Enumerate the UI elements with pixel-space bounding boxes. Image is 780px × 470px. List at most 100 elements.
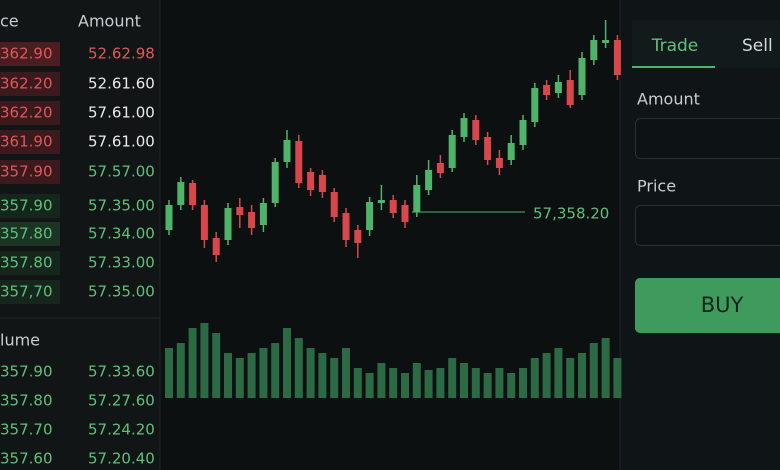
volume-bar <box>578 353 586 398</box>
volume-bar <box>436 368 445 398</box>
field-label: Price <box>637 177 676 196</box>
candle-body <box>189 183 197 205</box>
amount: 57.33.60 <box>88 363 155 381</box>
trade-tab[interactable]: Trade <box>651 36 699 56</box>
row-highlight <box>0 160 60 184</box>
candle-body <box>366 202 374 230</box>
price: 357.90 <box>0 363 53 381</box>
row-highlight <box>0 42 60 66</box>
row-highlight <box>0 101 60 125</box>
volume-bar <box>471 368 480 398</box>
volume-bar <box>389 368 398 398</box>
row-highlight <box>0 222 60 246</box>
candle-body <box>389 200 397 213</box>
volume-bar <box>566 358 575 398</box>
price-input[interactable] <box>635 205 780 246</box>
amount: 57.57.00 <box>88 163 155 181</box>
price: 362.20 <box>0 104 53 122</box>
candle-body <box>531 88 539 122</box>
price: 357.90 <box>0 197 53 215</box>
candle-body <box>295 141 303 183</box>
volume-bar <box>271 343 280 398</box>
candle-body <box>507 143 515 160</box>
row-highlight <box>0 251 60 275</box>
volume-bar <box>401 373 409 398</box>
amount: 57.20.40 <box>88 450 155 468</box>
buy-button[interactable] <box>635 278 780 333</box>
volume-bar <box>247 353 256 398</box>
volume-bar <box>613 358 622 398</box>
volume-bar <box>342 348 350 398</box>
volume-bar <box>259 348 268 398</box>
candle-body <box>484 137 492 160</box>
candle-body <box>401 205 409 222</box>
amount: 57.61.00 <box>88 104 155 122</box>
candle-body <box>271 162 279 203</box>
row-highlight <box>0 280 60 304</box>
volume-bar <box>283 328 291 398</box>
column-header: ce <box>0 12 19 31</box>
price: 362.20 <box>0 75 53 93</box>
candle-body <box>495 158 503 168</box>
amount: 57.34.00 <box>88 225 155 243</box>
price: 357.70 <box>0 421 53 439</box>
price: 357,70 <box>0 283 53 301</box>
price-line-label: 57,358.20 <box>533 205 609 223</box>
amount: 57.33.00 <box>88 254 155 272</box>
candle-body <box>413 185 421 212</box>
volume-bar <box>294 338 303 398</box>
candle-body <box>578 58 586 95</box>
candle-body <box>554 82 562 93</box>
candle-body <box>566 80 574 105</box>
candle-body <box>236 207 244 215</box>
candle-body <box>283 140 291 162</box>
candle-body <box>200 205 208 240</box>
volume-bar <box>554 348 563 398</box>
price: 357.80 <box>0 254 53 272</box>
candle-body <box>224 208 232 240</box>
sell-tab[interactable]: Sell <box>742 36 773 56</box>
volume-bar <box>460 363 468 398</box>
volume-bar <box>212 333 221 398</box>
volume-bar <box>318 353 327 398</box>
volume-bar <box>589 343 598 398</box>
amount: 57.27.60 <box>88 392 155 410</box>
amount-input[interactable] <box>635 118 780 159</box>
amount: 52.62.98 <box>88 45 155 63</box>
price: 357.60 <box>0 450 53 468</box>
price: 362.90 <box>0 45 53 63</box>
amount: 57.35.00 <box>88 197 155 215</box>
candle-body <box>377 200 385 203</box>
amount: 57.61.00 <box>88 133 155 151</box>
candle-body <box>259 203 267 225</box>
candle-body <box>590 40 598 60</box>
volume-bar <box>330 358 339 398</box>
candle-body <box>307 172 315 190</box>
row-highlight <box>0 130 60 154</box>
volume-bar <box>542 353 551 398</box>
amount: 57.24.20 <box>88 421 155 439</box>
volume-bar <box>483 373 492 398</box>
candle-body <box>318 175 326 192</box>
candle-body <box>472 120 480 140</box>
volume-bar <box>188 328 197 398</box>
candle-body <box>248 212 256 228</box>
candle-body <box>425 170 433 190</box>
price: 357.90 <box>0 163 53 181</box>
volume-bar <box>235 358 244 398</box>
candle-body <box>436 163 444 173</box>
candle-body <box>212 238 220 255</box>
volume-bar <box>306 348 315 398</box>
volume-bar <box>377 363 386 398</box>
field-label: Amount <box>637 90 700 109</box>
candle-body <box>342 213 350 240</box>
row-highlight <box>0 72 60 96</box>
candle-body <box>330 192 338 217</box>
tab-bar <box>632 20 780 68</box>
candle-body <box>177 182 185 205</box>
volume-bar <box>424 370 433 398</box>
volume-bar <box>200 323 209 398</box>
candle-body <box>165 205 173 230</box>
volume-bar <box>601 338 610 398</box>
